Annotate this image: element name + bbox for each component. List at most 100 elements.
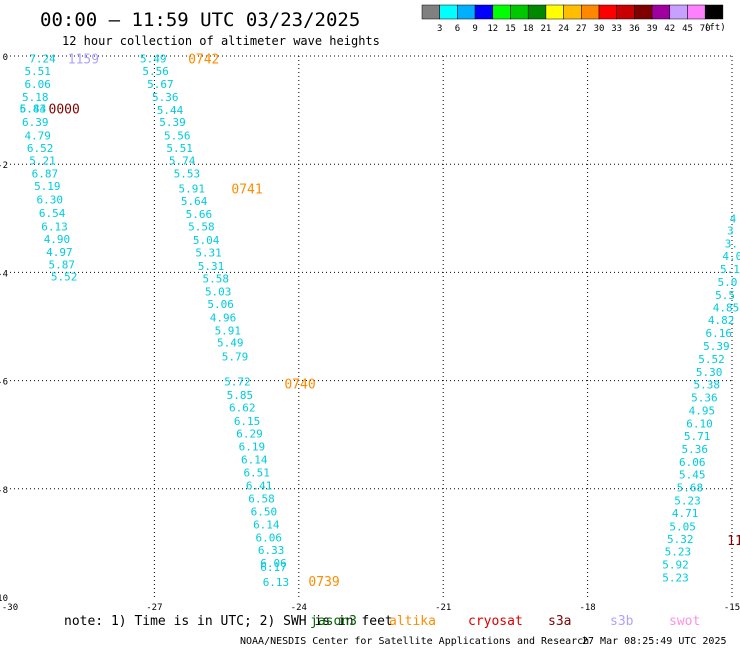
colorbar-swatch (634, 4, 653, 20)
data-point-label: 6.51 (243, 467, 269, 480)
y-tick-label: -10 (0, 594, 8, 604)
colorbar-swatch (669, 4, 688, 20)
y-tick-label: -2 (0, 161, 8, 171)
data-point-label: 5.51 (24, 65, 51, 78)
pass-time-label: 0742 (188, 53, 219, 68)
data-point-label: 6.39 (22, 116, 49, 129)
data-point-label: 5.06 (207, 298, 234, 311)
data-point-label: 5.39 (159, 116, 186, 129)
data-point-label: 5.83 (20, 102, 47, 115)
data-point-label: 6.41 (246, 480, 273, 493)
data-point-label: 5.52 (698, 353, 725, 366)
data-point-label: 5.49 (140, 53, 167, 66)
data-point-label: 5.92 (662, 559, 689, 572)
data-point-label: 5.23 (674, 495, 701, 508)
data-point-label: 3 (727, 225, 734, 238)
legend-item-swot: swot (669, 614, 700, 629)
data-point-label: 5.58 (203, 272, 230, 285)
colorbar-label: 24 (558, 24, 569, 34)
data-point-label: 5.5 (715, 289, 735, 302)
footer-timestamp: 27 Mar 08:25:49 UTC 2025 (582, 636, 727, 647)
pass-time-label: 0739 (308, 575, 339, 590)
legend-item-s3a: s3a (548, 614, 571, 629)
data-point-label: 6.06 (679, 456, 706, 469)
data-point-label: 4.90 (44, 233, 70, 246)
data-point-label: 6.33 (258, 544, 285, 557)
colorbar-label: 18 (523, 24, 534, 34)
data-point-label: 6.13 (41, 220, 68, 233)
data-point-label: 5.49 (217, 337, 244, 350)
data-point-label: 5.19 (34, 180, 61, 193)
data-point-label: 4.71 (672, 507, 699, 520)
legend-item-altika: altika (389, 614, 436, 629)
colorbar-swatch (492, 4, 511, 20)
data-point-label: 5.68 (677, 482, 704, 495)
data-point-label: 4.96 (210, 311, 237, 324)
x-tick-label: -27 (146, 603, 162, 613)
colorbar-swatch (545, 4, 564, 20)
colorbar-swatch (439, 4, 458, 20)
data-point-label: 5.18 (22, 91, 49, 104)
colorbar-label: 3 (437, 24, 442, 34)
colorbar-swatch (457, 4, 476, 20)
data-point-label: 5.53 (174, 167, 201, 180)
data-point-label: 5.39 (703, 340, 730, 353)
data-point-label: 5.32 (667, 533, 694, 546)
y-tick-label: -4 (0, 269, 8, 279)
colorbar-swatch (651, 4, 671, 20)
data-point-label: 5.52 (51, 271, 77, 284)
colorbar-swatch (598, 4, 617, 20)
data-point-label: 5.71 (684, 430, 711, 443)
colorbar-swatch (421, 4, 440, 20)
colorbar-label: 36 (629, 24, 640, 34)
chart-title: 00:00 – 11:59 UTC 03/23/2025 (40, 9, 360, 31)
data-point-label: 4.82 (708, 314, 735, 327)
data-point-label: 5.64 (181, 195, 208, 208)
data-point-label: 6.15 (234, 415, 261, 428)
colorbar-label: 6 (455, 24, 460, 34)
satellite-legend: jason3 altika cryosat s3a s3b swot (310, 614, 700, 629)
data-point-label: 4.95 (689, 404, 716, 417)
pass-time-label: 1159 (68, 53, 99, 68)
x-axis-ticks: -30 -27 -24 -21 -18 -15 (2, 603, 740, 613)
data-point-label: 6.16 (706, 327, 733, 340)
data-point-label: 6.10 (686, 417, 713, 430)
x-tick-label: -30 (2, 603, 18, 613)
data-point-label: 5.45 (679, 469, 706, 482)
data-point-label: 5.85 (227, 389, 254, 402)
data-point-label: 5.74 (169, 154, 196, 167)
pass-time-label: 1100 (727, 534, 740, 549)
data-point-label: 6.29 (236, 428, 263, 441)
data-point-label: 6.62 (229, 402, 256, 415)
data-point-label: 6.50 (251, 506, 278, 519)
pass-time-labels: 0742 0741 0740 0739 1159 0000 1100 (49, 53, 740, 590)
colorbar-swatch (616, 4, 635, 20)
data-point-label: 5.56 (142, 65, 169, 78)
data-point-label: 6.14 (241, 454, 268, 467)
data-point-label: 6.06 (255, 531, 281, 544)
x-tick-label: -24 (291, 603, 307, 613)
data-point-label: 5.31 (195, 246, 222, 259)
chart-subtitle: 12 hour collection of altimeter wave hei… (62, 34, 380, 48)
colorbar-label: 30 (594, 24, 605, 34)
colorbar-swatch (510, 4, 529, 20)
data-point-label: 5.87 (49, 258, 76, 271)
y-tick-label: -6 (0, 378, 8, 388)
data-point-label: 6.19 (239, 441, 266, 454)
data-point-label: 5.36 (152, 91, 179, 104)
data-point-label: 6.52 (27, 142, 53, 155)
data-point-label: 6.58 (248, 493, 275, 506)
data-point-label: 5.44 (157, 104, 184, 117)
y-tick-label: 0 (3, 53, 8, 63)
colorbar-swatch (687, 4, 706, 20)
data-point-label: 5.58 (188, 220, 215, 233)
data-point-label: 5.04 (193, 234, 220, 247)
data-point-label: 5.23 (662, 572, 689, 585)
colorbar-label: 21 (540, 24, 551, 34)
colorbar-swatch (474, 4, 494, 20)
data-point-label: 5.38 (693, 378, 720, 391)
data-point-label: 5.03 (205, 285, 232, 298)
colorbar-swatch (581, 4, 600, 20)
data-point-label: 5.1 (720, 263, 740, 276)
data-point-label: 6.06 (260, 557, 287, 570)
